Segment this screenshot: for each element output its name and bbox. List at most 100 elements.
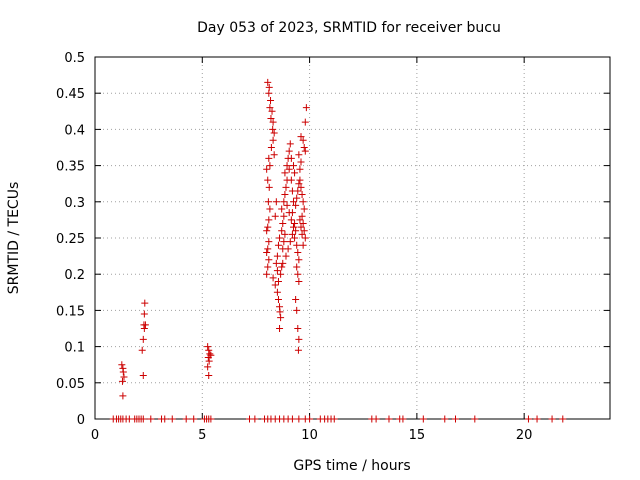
data-point [267, 144, 275, 151]
data-point [294, 270, 302, 278]
data-point [289, 198, 297, 206]
data-point [297, 133, 305, 141]
data-point [273, 252, 281, 260]
data-point [297, 223, 305, 231]
data-point [548, 415, 556, 423]
data-point [271, 212, 279, 220]
data-point [298, 230, 306, 238]
data-point [251, 415, 259, 423]
data-point [300, 227, 308, 235]
data-point [330, 415, 338, 423]
data-point [298, 212, 306, 220]
data-point [385, 415, 393, 423]
data-point [118, 377, 126, 385]
data-point [292, 296, 300, 304]
data-point [280, 212, 288, 220]
data-point [265, 89, 273, 97]
data-point [298, 191, 306, 199]
y-tick-label: 0 [77, 413, 85, 428]
x-tick-label: 0 [91, 428, 99, 443]
y-tick-label: 0.4 [64, 123, 85, 138]
data-point [306, 415, 314, 423]
data-points [109, 78, 567, 423]
data-point [294, 187, 302, 195]
data-point [269, 274, 277, 282]
y-tick-label: 0.15 [56, 304, 85, 319]
data-point [118, 361, 126, 369]
data-point [276, 234, 284, 242]
data-point [139, 335, 147, 343]
data-point [276, 308, 284, 316]
data-point [263, 248, 271, 256]
data-point [139, 372, 147, 380]
data-point [139, 415, 147, 423]
data-point [452, 415, 459, 423]
data-point [294, 248, 302, 256]
data-point [265, 256, 273, 264]
data-point [283, 162, 291, 170]
data-point [296, 176, 304, 184]
data-point [168, 415, 176, 423]
x-tick-label: 20 [516, 428, 533, 443]
y-tick-labels: 0 0.05 0.1 0.15 0.2 0.25 0.3 0.35 0.4 0.45 0.5 [56, 51, 85, 428]
data-point [264, 245, 272, 253]
data-point [147, 415, 155, 423]
data-point [119, 392, 127, 400]
data-point [276, 325, 284, 332]
data-point [205, 357, 213, 365]
data-point [288, 415, 296, 423]
data-point [267, 115, 275, 123]
data-point [119, 368, 127, 376]
data-point [281, 191, 289, 199]
data-point [299, 198, 307, 206]
data-point [295, 180, 303, 188]
data-point [302, 104, 310, 112]
data-point [277, 314, 285, 322]
data-point [265, 154, 273, 162]
data-point [301, 234, 309, 242]
data-point [279, 259, 287, 267]
data-point [299, 220, 307, 228]
data-point [295, 151, 303, 159]
data-point [292, 227, 300, 235]
data-point [281, 230, 289, 238]
data-point [271, 281, 279, 289]
data-point [267, 96, 275, 104]
data-point [265, 238, 273, 246]
y-tick-label: 0.05 [56, 377, 85, 392]
data-point [204, 343, 212, 351]
data-point [138, 346, 146, 354]
data-point [287, 176, 295, 184]
data-point [207, 351, 215, 359]
data-point [205, 346, 213, 354]
data-point [300, 205, 308, 213]
data-point [273, 288, 281, 296]
data-point [295, 256, 303, 264]
data-point [120, 373, 128, 381]
data-point [273, 267, 281, 275]
data-point [471, 415, 479, 423]
data-point [399, 415, 407, 423]
data-point [265, 183, 273, 191]
x-tick-labels: 0 5 10 15 20 [91, 428, 533, 443]
data-point [272, 198, 280, 206]
data-point [291, 234, 299, 242]
data-point [264, 176, 272, 184]
data-point [281, 169, 289, 177]
data-point [293, 194, 301, 202]
data-point [269, 125, 277, 133]
data-point [278, 263, 286, 271]
data-point [280, 198, 288, 206]
data-point [263, 270, 271, 278]
data-point [286, 140, 294, 148]
data-point [265, 216, 273, 224]
data-point [270, 129, 278, 137]
y-axis-title: SRMTID / TECUs [6, 182, 22, 295]
data-point [297, 183, 305, 191]
data-point [295, 415, 303, 423]
data-point [283, 201, 291, 209]
data-point [419, 415, 427, 423]
data-point [299, 136, 307, 144]
data-point [274, 277, 282, 285]
